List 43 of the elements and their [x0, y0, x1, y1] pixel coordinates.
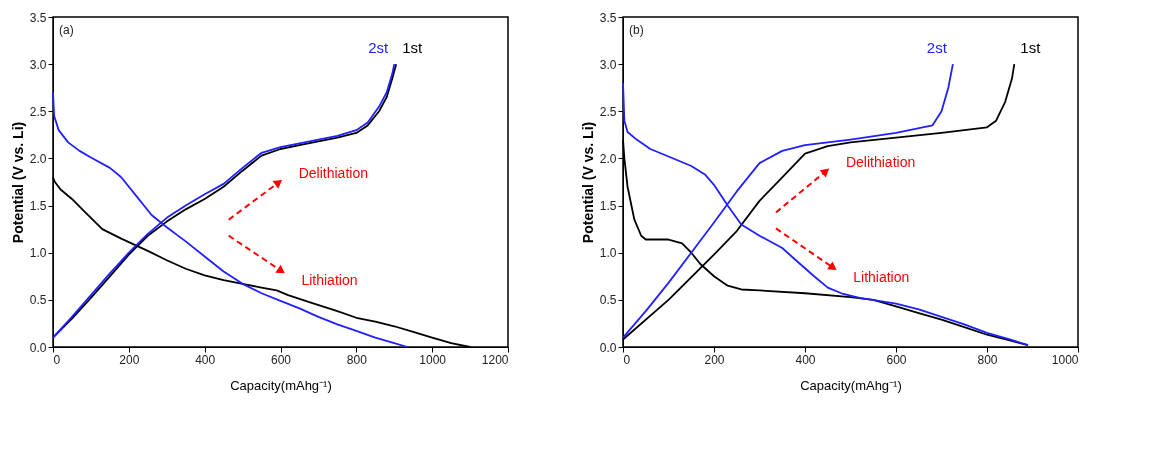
x-tick-label: 200 [704, 352, 725, 367]
y-tick-label: 1.0 [29, 246, 47, 261]
y-tick-label: 1.0 [599, 246, 617, 261]
x-tick-label: 0 [53, 352, 61, 367]
x-axis-title: Capacity(mAhg⁻¹) [800, 377, 902, 393]
x-tick-label: 600 [270, 352, 292, 367]
annotation: Lithiation [301, 272, 358, 288]
x-tick-label: 400 [795, 352, 816, 367]
series-label: 1st [1020, 39, 1042, 57]
y-tick-label: 3.5 [29, 10, 47, 25]
x-tick-label: 0 [623, 352, 631, 367]
annotation: Delithiation [845, 154, 916, 171]
y-axis-title: Potential (V vs. Li) [579, 121, 596, 244]
y-tick-label: 3.0 [29, 57, 47, 72]
series-label: 2st [368, 39, 390, 57]
y-tick-label: 1.5 [29, 199, 47, 214]
series-label: 1st [402, 39, 423, 57]
y-tick-label: 1.5 [599, 199, 617, 214]
series-label: 2st [926, 39, 948, 57]
annotation: Delithiation [298, 165, 368, 182]
y-tick-label: 2.0 [599, 151, 617, 166]
y-tick-label: 2.5 [29, 104, 47, 119]
y-tick-label: 2.0 [29, 151, 47, 166]
annotation: (a) [59, 23, 74, 37]
y-tick-label: 0.5 [29, 293, 47, 308]
x-tick-label: 800 [977, 352, 998, 367]
x-tick-label: 1200 [481, 352, 509, 367]
y-tick-label: 0.5 [599, 293, 617, 308]
x-tick-label: 200 [119, 352, 140, 367]
y-tick-label: 0.0 [599, 340, 617, 355]
annotation: Lithiation [853, 268, 910, 285]
x-tick-label: 1000 [419, 352, 447, 367]
x-tick-label: 800 [346, 352, 368, 367]
y-tick-label: 3.5 [599, 10, 617, 25]
y-tick-label: 0.0 [29, 340, 47, 355]
annotation: (b) [629, 23, 644, 37]
y-axis-title: Potential (V vs. Li) [9, 121, 26, 244]
y-tick-label: 3.0 [599, 57, 617, 72]
x-tick-label: 1000 [1051, 352, 1079, 367]
x-tick-label: 400 [195, 352, 216, 367]
y-tick-label: 2.5 [599, 104, 617, 119]
x-tick-label: 600 [886, 352, 907, 367]
x-axis-title: Capacity(mAhg⁻¹) [230, 377, 332, 393]
